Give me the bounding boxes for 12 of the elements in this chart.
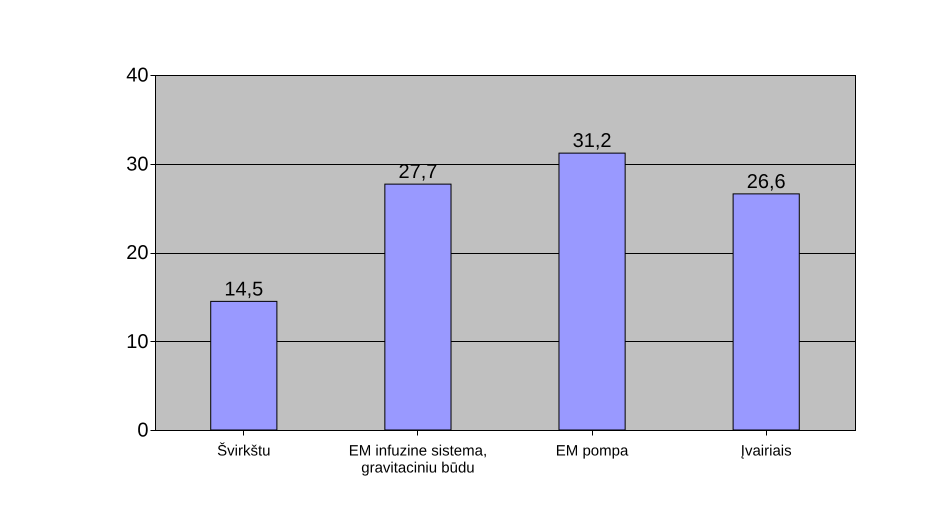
- data-label: 31,2: [572, 130, 612, 152]
- data-label: 14,5: [224, 278, 264, 300]
- x-tick-label: Įvairiais: [740, 442, 792, 460]
- y-tick-label: 10: [126, 330, 148, 353]
- y-tick-label: 40: [126, 64, 148, 86]
- x-tick-label: Švirkštu: [217, 442, 270, 460]
- data-label: 26,6: [746, 170, 786, 193]
- y-tick-label: 30: [126, 153, 148, 176]
- x-tick-label: EM pompa: [556, 442, 629, 460]
- y-tick-label: 20: [126, 242, 148, 264]
- x-tick-label: EM infuzine sistema, gravitaciniu būdu: [348, 442, 488, 476]
- y-tick-label: 0: [137, 420, 148, 442]
